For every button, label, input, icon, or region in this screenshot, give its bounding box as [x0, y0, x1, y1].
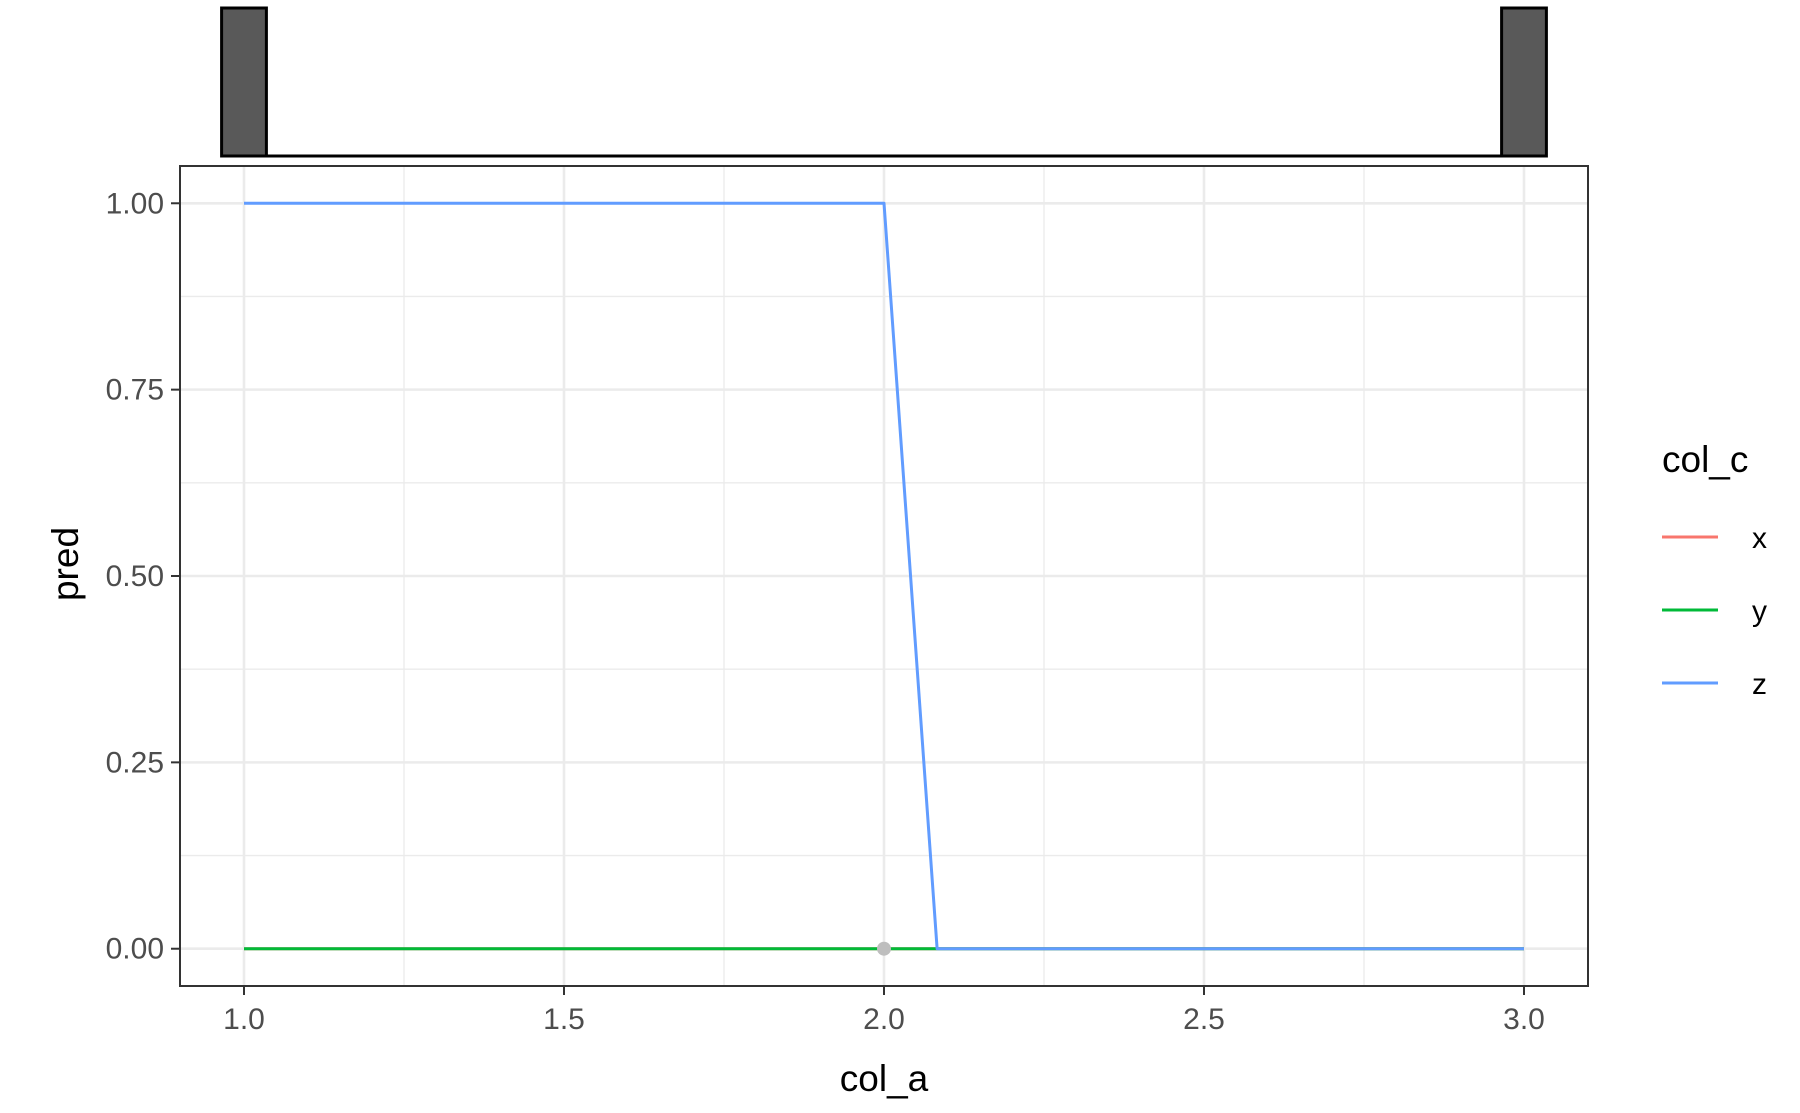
series-line-z [244, 201, 1524, 951]
highlight-point [877, 941, 891, 956]
legend-label-x: x [1752, 522, 1767, 555]
x-tick-label: 3.0 [1503, 1003, 1545, 1036]
y-tick-label: 0.75 [106, 374, 164, 407]
y-tick-label: 0.50 [106, 560, 164, 593]
legend-label-z: z [1752, 668, 1767, 701]
x-tick-label: 1.5 [543, 1003, 585, 1036]
x-tick-label: 2.5 [1183, 1003, 1225, 1036]
legend: col_c x y z [1662, 439, 1767, 701]
x-tick-label: 2.0 [863, 1003, 905, 1036]
x-tick-label: 1.0 [223, 1003, 265, 1036]
y-tick-label: 0.25 [106, 746, 164, 779]
series-lines [244, 201, 1524, 951]
x-axis-title: col_a [840, 1058, 929, 1099]
histogram-bar [1500, 6, 1548, 158]
axes: 1.0 1.5 2.0 2.5 3.0 0.00 0.25 0.50 0.75 1.00 [106, 187, 1545, 1036]
legend-label-y: y [1752, 595, 1767, 628]
legend-title: col_c [1662, 439, 1748, 480]
highlight-points [877, 941, 891, 956]
marginal-histogram [220, 6, 1548, 158]
y-tick-label: 0.00 [106, 933, 164, 966]
y-tick-label: 1.00 [106, 187, 164, 220]
y-axis-title: pred [45, 527, 86, 601]
histogram-bar [220, 6, 268, 158]
